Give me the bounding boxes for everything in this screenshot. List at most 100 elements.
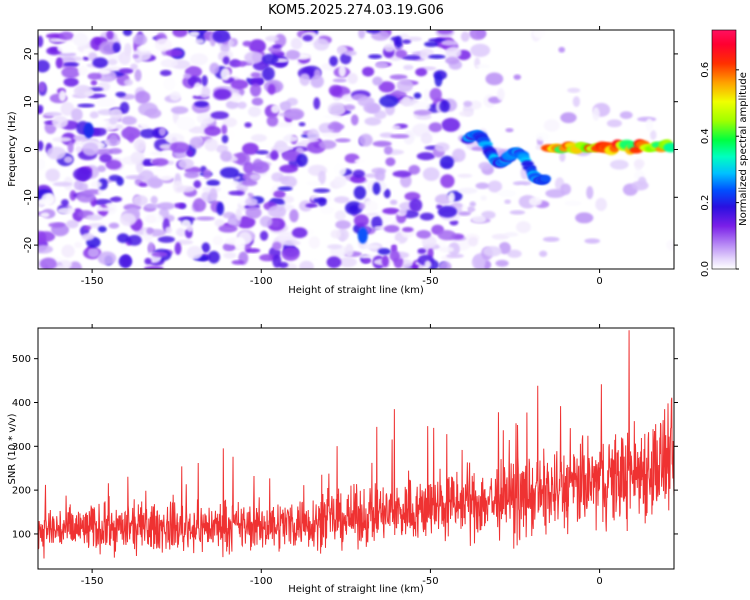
noise-blob — [495, 259, 509, 267]
noise-blob — [394, 35, 403, 49]
noise-blob — [193, 82, 203, 97]
noise-blob — [329, 55, 338, 67]
noise-blob — [127, 234, 142, 246]
noise-blob — [220, 68, 231, 81]
noise-blob — [159, 69, 172, 77]
noise-blob — [147, 241, 155, 255]
noise-blob — [52, 136, 72, 143]
colorbar-tick-label: 0.0 — [700, 261, 711, 277]
noise-blob — [485, 72, 504, 86]
noise-blob — [440, 174, 455, 189]
signal-blob — [663, 142, 674, 153]
noise-blob — [415, 67, 428, 77]
noise-blob — [423, 88, 430, 103]
noise-blob — [175, 227, 187, 237]
noise-blob — [212, 235, 224, 246]
noise-blob — [220, 44, 230, 53]
noise-blob — [509, 210, 526, 215]
noise-blob — [448, 242, 460, 257]
noise-blob — [77, 103, 95, 108]
x-tick-label: 0 — [596, 576, 602, 587]
noise-blob — [115, 91, 126, 98]
noise-blob — [310, 75, 324, 89]
noise-blob — [38, 104, 44, 113]
y-tick-label: 20 — [23, 48, 34, 61]
snr-line — [38, 330, 674, 559]
noise-blob — [61, 244, 75, 258]
noise-blob — [63, 156, 73, 164]
noise-blob — [395, 49, 408, 59]
colorbar: 0.0 0.2 0.4 0.6 Normalized spectral amplitu… — [700, 29, 749, 277]
noise-blob — [572, 96, 581, 108]
noise-blob — [282, 135, 299, 143]
noise-blob — [333, 196, 350, 204]
x-tick-label: -100 — [250, 276, 273, 287]
noise-blob — [333, 175, 347, 188]
noise-blob — [130, 151, 145, 165]
noise-blob — [318, 139, 337, 150]
noise-blob — [383, 188, 391, 199]
noise-blob — [439, 155, 454, 170]
noise-blob — [245, 206, 262, 219]
noise-blob — [409, 198, 423, 212]
noise-blob — [389, 250, 400, 263]
noise-blob — [242, 142, 259, 155]
noise-blob — [261, 53, 279, 65]
noise-blob — [243, 161, 255, 174]
noise-blob — [201, 75, 208, 87]
noise-blob — [55, 265, 67, 269]
noise-blob — [223, 252, 237, 259]
noise-blob — [247, 106, 262, 118]
noise-blob — [350, 114, 359, 126]
noise-blob — [186, 245, 203, 260]
noise-blob — [451, 148, 466, 163]
noise-blob — [471, 255, 486, 269]
noise-blob — [320, 205, 335, 215]
noise-blob — [228, 190, 245, 196]
noise-blob — [421, 235, 437, 249]
noise-blob — [267, 205, 287, 218]
noise-blob — [193, 180, 202, 189]
noise-blob — [222, 56, 230, 65]
noise-blob — [274, 121, 293, 128]
noise-blob — [119, 213, 136, 227]
noise-blob — [216, 201, 225, 216]
noise-blob — [116, 233, 130, 244]
noise-blob — [313, 188, 331, 193]
noise-blob — [322, 114, 342, 119]
noise-blob — [92, 57, 109, 68]
snr-panel: -150 -100 -50 0 100 200 300 400 500 Height of s… — [7, 324, 678, 595]
noise-blob — [119, 101, 130, 114]
noise-blob — [471, 211, 480, 218]
noise-blob — [358, 133, 373, 147]
noise-blob — [305, 203, 318, 208]
noise-blob — [58, 52, 77, 57]
noise-blob — [189, 53, 209, 66]
noise-blob — [38, 158, 46, 171]
noise-blob — [212, 30, 230, 43]
noise-blob — [478, 161, 492, 171]
noise-blob — [139, 115, 151, 129]
noise-blob — [220, 150, 233, 162]
noise-blob — [144, 257, 152, 265]
noise-blob — [619, 111, 633, 119]
noise-blob — [513, 74, 522, 80]
noise-blob — [428, 122, 443, 133]
noise-blob — [265, 35, 279, 42]
noise-blob — [255, 150, 269, 155]
noise-blob — [437, 205, 458, 218]
noise-blob — [107, 58, 118, 66]
noise-blob — [136, 45, 152, 52]
noise-blob — [195, 38, 205, 45]
noise-blob — [368, 54, 382, 59]
noise-blob — [362, 66, 375, 77]
colorbar-gradient — [711, 29, 737, 270]
noise-blob — [458, 163, 472, 172]
noise-blob — [475, 64, 491, 69]
noise-blob — [231, 260, 245, 265]
noise-blob — [63, 77, 79, 87]
noise-blob — [417, 248, 427, 254]
y-tick-label: 300 — [12, 442, 31, 453]
snr-x-ticks: -150 -100 -50 0 — [81, 324, 603, 587]
noise-blob — [537, 43, 554, 50]
